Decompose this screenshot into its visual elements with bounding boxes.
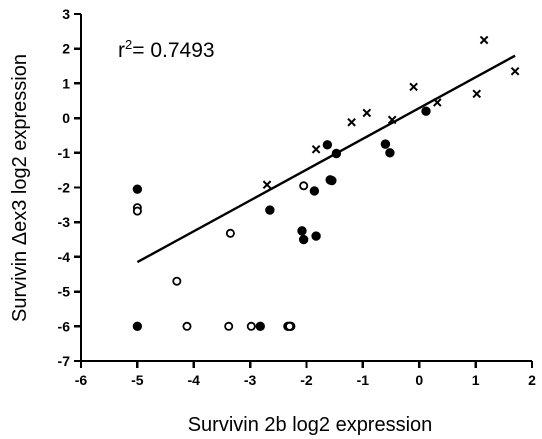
x-tick-label: 1 bbox=[472, 372, 480, 388]
cross-point bbox=[387, 115, 397, 125]
y-tick-label: -1 bbox=[58, 145, 71, 161]
x-tick-label: 0 bbox=[415, 372, 423, 388]
data-points-layer bbox=[132, 35, 520, 331]
filled-circle-point bbox=[265, 205, 275, 215]
y-tick-label: 3 bbox=[62, 6, 70, 22]
y-tick-label: 2 bbox=[62, 41, 70, 57]
r-squared-superscript: 2 bbox=[125, 37, 132, 52]
x-tick-label: -2 bbox=[300, 372, 313, 388]
filled-circle-point bbox=[421, 106, 431, 116]
y-tick-label: 0 bbox=[62, 110, 70, 126]
open-circle-point bbox=[182, 321, 192, 331]
x-tick-label: -6 bbox=[75, 372, 88, 388]
filled-circle-point bbox=[297, 226, 307, 236]
filled-circle-point bbox=[132, 184, 143, 194]
filled-circle-point bbox=[255, 321, 265, 331]
filled-circle-point bbox=[385, 148, 395, 158]
filled-circle-point bbox=[327, 175, 337, 186]
open-circle-point bbox=[246, 321, 256, 331]
r-squared-prefix: r bbox=[118, 39, 125, 62]
cross-point bbox=[479, 35, 489, 45]
x-tick-label: -5 bbox=[131, 372, 144, 388]
y-tick-label: -7 bbox=[58, 353, 71, 369]
open-circle-point bbox=[225, 228, 235, 238]
y-axis-label: Survivin Δex3 log2 expression bbox=[9, 54, 31, 322]
filled-circle-point bbox=[311, 231, 321, 241]
open-circle-point bbox=[285, 321, 295, 331]
x-tick-label: 2 bbox=[528, 372, 536, 388]
y-tick-label: 1 bbox=[62, 75, 70, 91]
cross-point bbox=[347, 117, 356, 127]
r-squared-annotation: r2= 0.7493 bbox=[118, 37, 215, 62]
cross-point bbox=[472, 89, 482, 99]
cross-point bbox=[432, 98, 442, 107]
y-tick-label: -2 bbox=[58, 180, 71, 196]
cross-point bbox=[409, 82, 418, 92]
cross-point bbox=[362, 108, 372, 118]
y-tick-label: -4 bbox=[58, 249, 71, 265]
r-squared-value: = 0.7493 bbox=[132, 39, 214, 62]
x-tick-label: -3 bbox=[244, 372, 257, 388]
filled-circle-point bbox=[298, 234, 309, 245]
filled-circle-point bbox=[380, 139, 391, 149]
filled-circle-point bbox=[322, 140, 333, 150]
open-circle-point bbox=[224, 321, 234, 331]
cross-point bbox=[311, 145, 321, 154]
open-circle-point bbox=[172, 276, 182, 286]
regression-line bbox=[136, 54, 516, 264]
labels-layer: r2= 0.7493 Survivin 2b log2 expression S… bbox=[9, 37, 432, 436]
cross-point bbox=[510, 66, 520, 76]
filled-circle-point bbox=[132, 321, 143, 331]
x-tick-label: -4 bbox=[188, 372, 201, 388]
y-tick-label: -5 bbox=[58, 284, 71, 300]
x-tick-label: -1 bbox=[357, 372, 370, 388]
open-circle-point bbox=[299, 181, 309, 191]
filled-circle-point bbox=[331, 148, 342, 159]
y-tick-label: -3 bbox=[58, 214, 71, 230]
filled-circle-point bbox=[309, 186, 320, 196]
x-axis-label: Survivin 2b log2 expression bbox=[188, 414, 433, 436]
regression-line-layer bbox=[136, 54, 516, 264]
cross-point bbox=[262, 180, 272, 190]
y-tick-label: -6 bbox=[58, 318, 71, 334]
open-circle-point bbox=[132, 206, 142, 216]
